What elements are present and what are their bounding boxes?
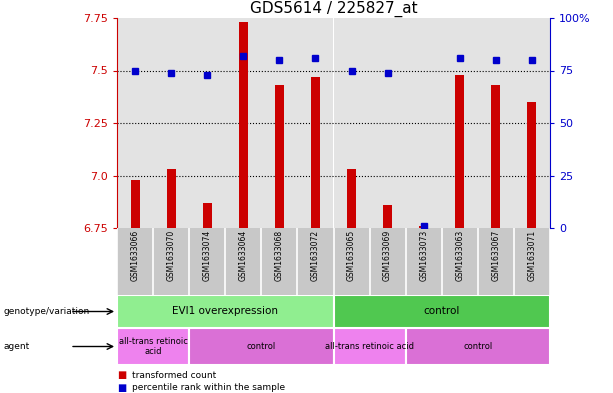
- Text: GSM1633068: GSM1633068: [275, 230, 284, 281]
- Bar: [406, 328, 550, 365]
- Bar: [333, 328, 406, 365]
- Text: genotype/variation: genotype/variation: [3, 307, 89, 316]
- Text: GSM1633066: GSM1633066: [131, 230, 140, 281]
- Text: GSM1633072: GSM1633072: [311, 230, 320, 281]
- Bar: [189, 18, 225, 228]
- Bar: [333, 18, 370, 228]
- Bar: [370, 18, 406, 228]
- Text: GSM1633074: GSM1633074: [203, 230, 211, 281]
- Bar: [117, 295, 333, 328]
- Text: ■: ■: [117, 383, 126, 393]
- Bar: [261, 18, 297, 228]
- Bar: [153, 18, 189, 228]
- Text: GSM1633071: GSM1633071: [527, 230, 536, 281]
- Bar: [203, 203, 211, 228]
- Text: GSM1633067: GSM1633067: [492, 230, 500, 281]
- Bar: [275, 85, 284, 228]
- Text: GSM1633065: GSM1633065: [347, 230, 356, 281]
- Text: percentile rank within the sample: percentile rank within the sample: [132, 384, 286, 393]
- Bar: [406, 18, 442, 228]
- Text: ■: ■: [117, 370, 126, 380]
- Text: control: control: [463, 342, 492, 351]
- Bar: [333, 295, 550, 328]
- Bar: [117, 328, 189, 365]
- Bar: [455, 75, 464, 228]
- Bar: [527, 102, 536, 228]
- Text: agent: agent: [3, 342, 29, 351]
- Text: GSM1633069: GSM1633069: [383, 230, 392, 281]
- Bar: [514, 18, 550, 228]
- Bar: [492, 85, 500, 228]
- Text: GSM1633073: GSM1633073: [419, 230, 428, 281]
- Bar: [225, 18, 261, 228]
- Text: all-trans retinoic
acid: all-trans retinoic acid: [119, 337, 188, 356]
- Text: EVI1 overexpression: EVI1 overexpression: [172, 307, 278, 316]
- Bar: [478, 18, 514, 228]
- Bar: [383, 205, 392, 228]
- Text: GSM1633064: GSM1633064: [239, 230, 248, 281]
- Bar: [189, 328, 333, 365]
- Bar: [239, 22, 248, 228]
- Title: GDS5614 / 225827_at: GDS5614 / 225827_at: [249, 0, 417, 17]
- Text: GSM1633070: GSM1633070: [167, 230, 176, 281]
- Text: control: control: [246, 342, 276, 351]
- Bar: [297, 18, 333, 228]
- Bar: [311, 77, 320, 228]
- Text: all-trans retinoic acid: all-trans retinoic acid: [325, 342, 414, 351]
- Bar: [167, 169, 176, 228]
- Text: control: control: [424, 307, 460, 316]
- Text: transformed count: transformed count: [132, 371, 216, 380]
- Bar: [442, 18, 478, 228]
- Bar: [131, 180, 140, 228]
- Bar: [117, 18, 153, 228]
- Bar: [347, 169, 356, 228]
- Bar: [419, 226, 428, 228]
- Text: GSM1633063: GSM1633063: [455, 230, 464, 281]
